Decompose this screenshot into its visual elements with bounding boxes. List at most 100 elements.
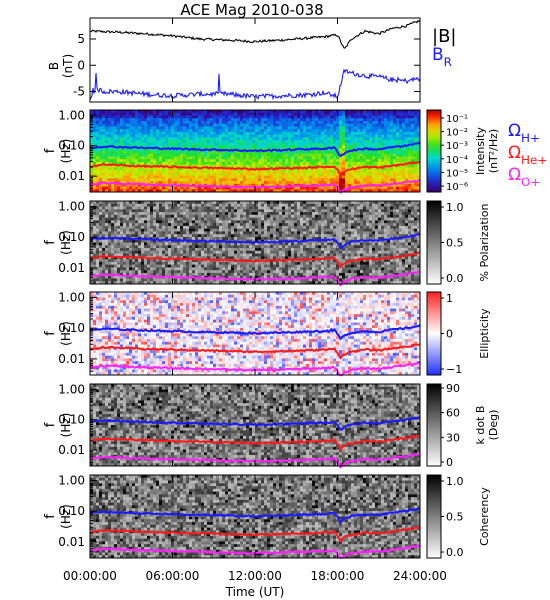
heatmap-cell	[138, 181, 142, 185]
heatmap-cell	[138, 225, 142, 230]
heatmap-cell	[129, 256, 133, 260]
heatmap-cell	[366, 186, 370, 190]
heatmap-cell	[93, 151, 97, 155]
heatmap-cell	[240, 261, 244, 266]
heatmap-cell	[222, 264, 226, 268]
heatmap-cell	[360, 123, 364, 127]
heatmap-cell	[306, 118, 310, 122]
heatmap-cell	[138, 206, 142, 210]
heatmap-cell	[147, 234, 151, 238]
heatmap-cell	[378, 178, 382, 182]
heatmap-cell	[411, 134, 415, 138]
heatmap-cell	[315, 112, 319, 116]
heatmap-cell	[342, 175, 346, 179]
heatmap-cell	[336, 137, 340, 141]
heatmap-cell	[279, 112, 283, 116]
heatmap-cell	[234, 137, 238, 141]
heatmap-cell	[207, 261, 211, 266]
heatmap-cell	[414, 175, 418, 179]
heatmap-cell	[327, 120, 331, 125]
heatmap-cell	[144, 189, 148, 193]
heatmap-cell	[354, 131, 358, 135]
heatmap-cell	[417, 183, 421, 187]
heatmap-cell	[387, 112, 391, 116]
panel-frame	[89, 17, 421, 103]
heatmap-cell	[300, 153, 304, 157]
heatmap-cell	[117, 220, 121, 224]
heatmap-cell	[147, 236, 151, 241]
heatmap-cell	[159, 206, 163, 210]
heatmap-cell	[111, 159, 115, 163]
heatmap-cell	[150, 206, 154, 210]
heatmap-cell	[207, 131, 211, 135]
heatmap-cell	[360, 110, 364, 114]
heatmap-cell	[126, 129, 130, 133]
heatmap-cell	[195, 170, 199, 174]
heatmap-cell	[150, 212, 154, 216]
heatmap-cell	[222, 217, 226, 221]
heatmap-cell	[240, 172, 244, 176]
heatmap-cell	[144, 267, 148, 271]
heatmap-cell	[195, 253, 199, 257]
heatmap-cell	[141, 270, 145, 274]
heatmap-cell	[339, 170, 343, 174]
heatmap-cell	[228, 278, 232, 282]
heatmap-cell	[414, 170, 418, 174]
heatmap-cell	[186, 164, 190, 168]
heatmap-cell	[129, 129, 133, 133]
heatmap-cell	[111, 264, 115, 268]
heatmap-cell	[108, 214, 112, 218]
heatmap-cell	[414, 134, 418, 138]
heatmap-cell	[99, 156, 103, 160]
heatmap-cell	[228, 164, 232, 168]
heatmap-cell	[171, 134, 175, 138]
heatmap-cell	[234, 110, 238, 114]
heatmap-cell	[141, 203, 145, 207]
heatmap-cell	[147, 201, 151, 205]
heatmap-cell	[201, 178, 205, 182]
heatmap-cell	[201, 228, 205, 232]
heatmap-cell	[93, 126, 97, 130]
heatmap-cell	[339, 148, 343, 152]
heatmap-cell	[351, 131, 355, 135]
heatmap-cell	[102, 129, 106, 133]
heatmap-cell	[315, 140, 319, 144]
heatmap-cell	[159, 278, 163, 282]
heatmap-cell	[264, 159, 268, 163]
heatmap-cell	[219, 153, 223, 157]
heatmap-cell	[225, 181, 229, 185]
heatmap-cell	[126, 209, 130, 213]
heatmap-cell	[129, 245, 133, 249]
heatmap-cell	[393, 159, 397, 163]
heatmap-cell	[96, 217, 100, 221]
heatmap-cell	[183, 172, 187, 176]
heatmap-cell	[243, 126, 247, 130]
heatmap-cell	[411, 126, 415, 130]
heatmap-cell	[198, 145, 202, 149]
heatmap-cell	[117, 142, 121, 146]
heatmap-cell	[180, 161, 184, 166]
heatmap-cell	[141, 134, 145, 138]
heatmap-cell	[120, 225, 124, 230]
heatmap-cell	[174, 214, 178, 218]
heatmap-cell	[102, 245, 106, 249]
heatmap-cell	[216, 115, 220, 119]
heatmap-cell	[384, 186, 388, 190]
heatmap-cell	[234, 142, 238, 146]
heatmap-cell	[138, 112, 142, 116]
heatmap-cell	[243, 209, 247, 213]
heatmap-cell	[96, 156, 100, 160]
heatmap-cell	[225, 145, 229, 149]
heatmap-cell	[114, 206, 118, 210]
heatmap-cell	[180, 170, 184, 174]
heatmap-cell	[195, 156, 199, 160]
heatmap-cell	[399, 131, 403, 135]
heatmap-cell	[360, 140, 364, 144]
heatmap-cell	[213, 134, 217, 138]
heatmap-cell	[180, 278, 184, 282]
heatmap-cell	[342, 159, 346, 163]
heatmap-cell	[138, 153, 142, 157]
heatmap-cell	[102, 140, 106, 144]
heatmap-cell	[117, 170, 121, 174]
heatmap-cell	[336, 126, 340, 130]
